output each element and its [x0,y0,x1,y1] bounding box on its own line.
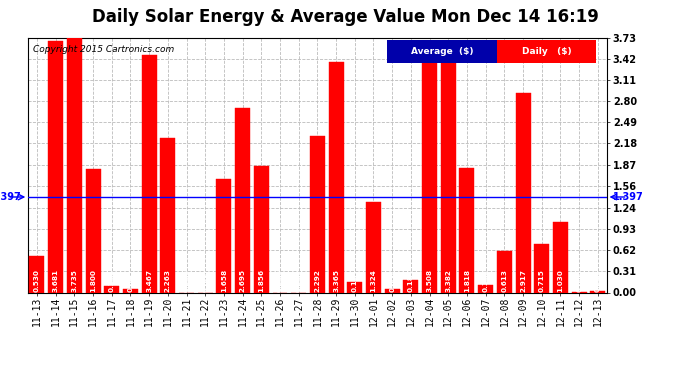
Text: 0.101: 0.101 [109,269,115,292]
Text: 2.292: 2.292 [315,269,320,292]
Text: 1.030: 1.030 [558,269,564,292]
Text: 0.154: 0.154 [352,269,358,292]
Text: 0.000: 0.000 [296,269,302,292]
Text: 0.715: 0.715 [539,269,545,292]
Bar [460,168,475,292]
Text: 1.800: 1.800 [90,269,96,292]
Text: 1.856: 1.856 [258,269,264,292]
Text: 0.000: 0.000 [184,269,190,292]
Text: 1.397: 1.397 [613,192,644,202]
Bar [534,244,549,292]
Bar [235,108,250,292]
Text: 3.467: 3.467 [146,269,152,292]
Bar [160,138,175,292]
Text: Daily Solar Energy & Average Value Mon Dec 14 16:19: Daily Solar Energy & Average Value Mon D… [92,8,598,26]
Bar [515,93,531,292]
Bar [141,56,157,292]
Text: Copyright 2015 Cartronics.com: Copyright 2015 Cartronics.com [33,45,175,54]
Text: 1.818: 1.818 [464,269,470,292]
Text: 0.000: 0.000 [277,269,283,292]
Bar [422,53,437,292]
Text: 0.530: 0.530 [34,269,40,292]
Bar [48,41,63,292]
FancyBboxPatch shape [387,40,497,63]
Text: 0.000: 0.000 [202,269,208,292]
Text: 0.018: 0.018 [595,269,601,292]
Bar [347,282,362,292]
Bar [67,37,82,292]
Bar [441,61,456,292]
Text: 3.508: 3.508 [426,269,433,292]
Bar [591,291,605,292]
Bar [254,166,269,292]
Bar [328,63,344,292]
Bar [478,285,493,292]
Text: 2.263: 2.263 [165,269,171,292]
FancyBboxPatch shape [497,40,595,63]
Bar [310,136,325,292]
Text: 3.735: 3.735 [71,269,77,292]
Bar [385,289,400,292]
Text: 0.184: 0.184 [408,269,414,292]
Bar [217,179,231,292]
Bar [404,280,418,292]
Text: 2.917: 2.917 [520,269,526,292]
Text: 3.382: 3.382 [445,269,451,292]
Bar [553,222,568,292]
Text: Average  ($): Average ($) [411,47,473,56]
Text: 0.613: 0.613 [502,269,507,292]
Text: 0.010: 0.010 [576,269,582,292]
Text: Daily   ($): Daily ($) [522,47,571,56]
Bar [123,290,138,292]
Text: 0.105: 0.105 [483,269,489,292]
Text: 0.045: 0.045 [128,269,133,292]
Text: 3.681: 3.681 [52,269,59,292]
Bar [104,286,119,292]
Bar [366,202,381,292]
Bar [497,251,512,292]
Text: 1.658: 1.658 [221,269,227,292]
Text: 3.365: 3.365 [333,269,339,292]
Text: 1.397: 1.397 [0,192,22,202]
Text: 1.324: 1.324 [371,269,377,292]
Text: 2.695: 2.695 [239,269,246,292]
Bar [30,256,44,292]
Bar [86,170,101,292]
Text: 0.052: 0.052 [389,269,395,292]
